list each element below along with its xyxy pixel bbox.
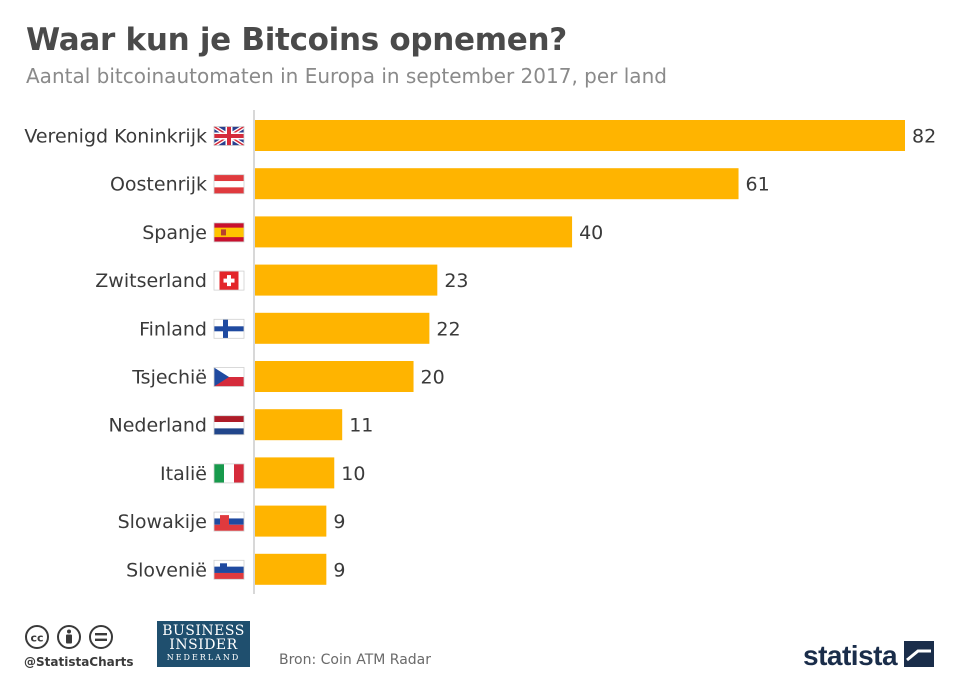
bar [255,312,430,344]
bar [255,361,414,392]
bar [255,216,573,248]
bar [255,168,739,200]
cc-icon: cc [25,625,49,649]
category-label: Verenigd Koninkrijk [24,126,207,148]
category-label: Slowakije [118,511,207,533]
category-label: Slovenië [126,559,207,581]
austria-flag-icon [213,174,245,195]
bar [255,120,905,151]
value-label: 9 [333,559,345,581]
value-label: 11 [349,415,373,437]
statista-logo-icon [904,641,934,667]
slovenia-flag-icon [213,559,245,580]
value-label: 22 [436,318,460,340]
no-derivatives-icon [89,625,113,649]
spain-flag-icon [213,222,245,243]
value-label: 82 [912,126,936,148]
category-label: Spanje [142,222,207,244]
chart-subtitle: Aantal bitcoinautomaten in Europa in sep… [26,64,667,88]
category-label: Italië [160,463,207,485]
value-label: 20 [421,367,445,389]
chart-title: Waar kun je Bitcoins opnemen? [26,22,567,58]
finland-flag-icon [213,318,245,339]
slovakia-flag-icon [213,511,245,532]
switzerland-flag-icon [213,270,245,291]
czechia-flag-icon [213,367,245,387]
license-icons: cc [24,624,120,656]
netherlands-flag-icon [213,415,245,436]
value-label: 40 [579,222,603,244]
bar-chart: 82 Verenigd Koninkrijk 61 Oostenrijk 40 Spanj… [24,110,936,594]
value-label: 23 [444,270,468,292]
italy-flag-icon [213,463,245,484]
source-note: Bron: Coin ATM Radar [279,652,432,668]
partner-line-2: INSIDER [169,637,238,653]
category-label: Finland [139,318,207,340]
category-label: Nederland [109,415,208,437]
value-label: 61 [746,174,770,196]
category-label: Zwitserland [95,270,207,292]
bar [255,264,438,296]
statista-handle: @StatistaCharts [24,655,134,669]
value-label: 9 [333,511,345,533]
bar [255,457,335,489]
svg-text:cc: cc [30,632,43,645]
attribution-icon [57,625,81,649]
value-label: 10 [341,463,365,485]
bar [255,409,343,441]
category-label: Oostenrijk [110,174,207,196]
category-label: Tsjechië [131,367,207,389]
partner-line-1: BUSINESS [162,623,245,639]
bar [255,553,327,585]
statista-logo: statista [803,640,898,671]
uk-flag-icon [212,124,246,148]
business-insider-logo: BUSINESS INSIDER NEDERLAND [157,621,250,667]
partner-line-3: NEDERLAND [166,653,241,662]
bar [255,505,327,537]
